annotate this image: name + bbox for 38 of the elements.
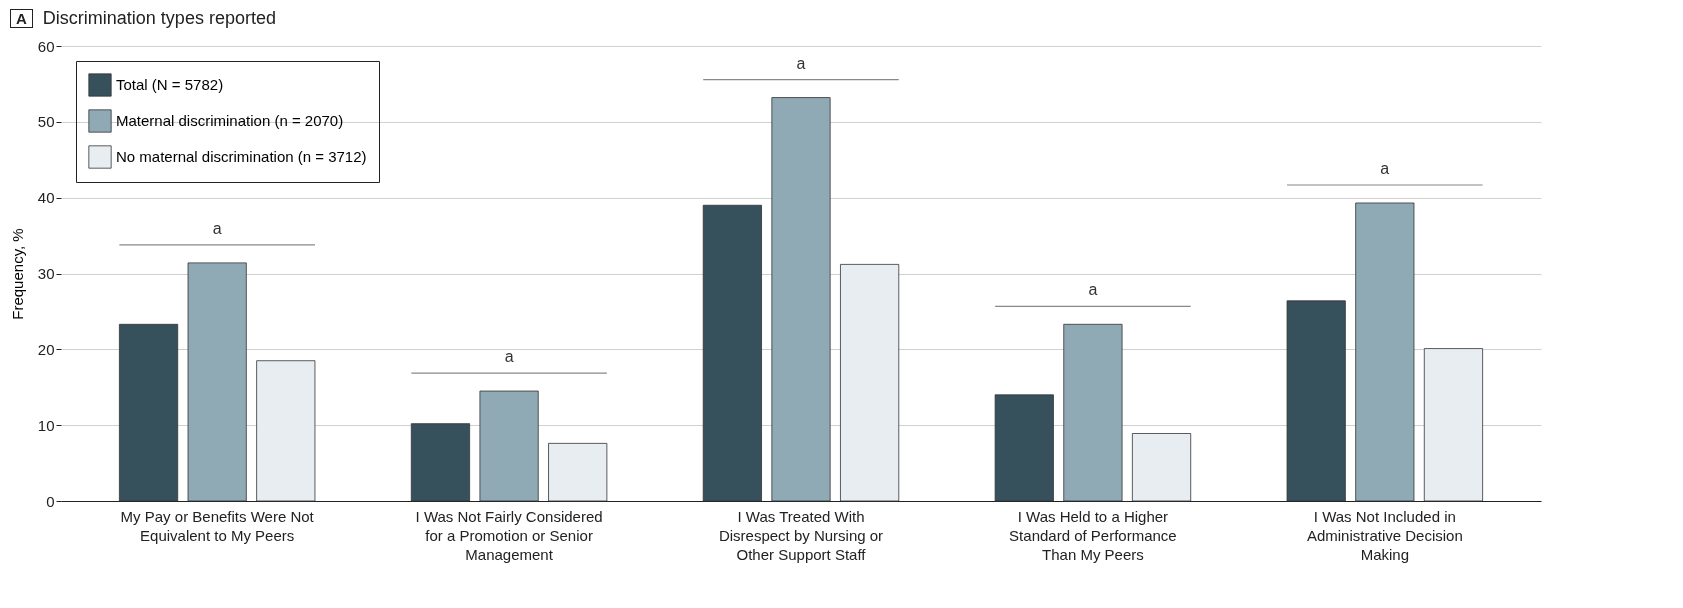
y-tick-label: 50 bbox=[37, 113, 55, 131]
bar bbox=[702, 204, 762, 502]
bar bbox=[1286, 300, 1346, 502]
bar bbox=[548, 442, 608, 502]
annotation: a bbox=[212, 219, 222, 237]
bar bbox=[256, 360, 316, 502]
y-tick-label: 40 bbox=[37, 189, 55, 207]
bar bbox=[479, 390, 539, 502]
annotation: a bbox=[1380, 159, 1390, 177]
bar bbox=[187, 262, 247, 502]
x-tick-label: My Pay or Benefits Were Not Equivalent to My Peers bbox=[120, 507, 315, 544]
y-axis-title: Frequency, % bbox=[8, 228, 26, 320]
y-tick-label: 30 bbox=[37, 265, 55, 282]
bar bbox=[118, 323, 179, 502]
bar bbox=[1355, 202, 1415, 502]
x-tick-label: I Was Not Included in Administrative Decision Making bbox=[1306, 507, 1463, 563]
bar bbox=[1063, 323, 1123, 502]
y-tick-label: 20 bbox=[37, 340, 55, 358]
annotation: a bbox=[1088, 281, 1098, 299]
annotation: a bbox=[796, 54, 806, 72]
y-tick-label: 10 bbox=[37, 416, 55, 434]
bar bbox=[771, 97, 831, 502]
bar bbox=[994, 394, 1054, 502]
bar bbox=[1423, 348, 1484, 502]
x-tick-label: I Was Treated With Disrespect by Nursing or Other Support Staff bbox=[718, 507, 884, 563]
legend-label: Total (N = 5782) bbox=[116, 76, 224, 93]
y-tick-label: 60 bbox=[37, 37, 55, 55]
legend-label: No maternal discrimination (n = 3712) bbox=[116, 148, 367, 165]
bar bbox=[840, 264, 900, 502]
legend-label: Maternal discrimination (n = 2070) bbox=[116, 112, 344, 129]
bar bbox=[410, 423, 471, 502]
text: A bbox=[10, 9, 33, 28]
y-tick-label: 0 bbox=[46, 492, 55, 510]
x-tick-label: I Was Not Fairly Considered for a Promotion or Senior Management bbox=[415, 507, 603, 563]
annotation: a bbox=[504, 348, 514, 366]
chart-title: Discrimination types reported bbox=[42, 8, 276, 29]
bar bbox=[1131, 433, 1192, 502]
x-tick-label: I Was Held to a Higher Standard of Performance Than My Peers bbox=[1009, 507, 1177, 563]
